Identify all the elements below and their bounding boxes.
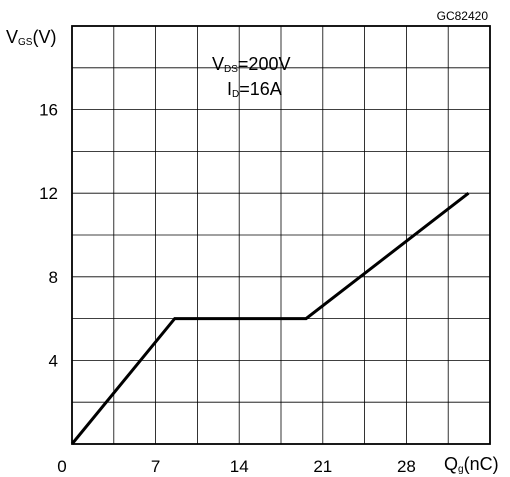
x-tick-label: 14 xyxy=(230,457,249,476)
y-tick-label: 12 xyxy=(39,184,58,203)
vgs-curve xyxy=(70,192,470,445)
y-tick-label: 8 xyxy=(49,268,58,287)
x-tick-label: 28 xyxy=(397,457,416,476)
y-tick-label: 4 xyxy=(49,351,58,370)
plot-frame xyxy=(71,25,491,445)
y-tick-label: 16 xyxy=(39,101,58,120)
chart-code: GC82420 xyxy=(437,9,489,23)
series-group xyxy=(70,192,470,445)
x-tick-label: 0 xyxy=(57,457,66,476)
annotation-vds: VDS=200V xyxy=(212,54,290,75)
x-axis-ticks: 0 7 14 21 28 xyxy=(57,457,416,476)
x-tick-label: 21 xyxy=(313,457,332,476)
x-tick-label: 7 xyxy=(151,457,160,476)
x-axis-title: Qg(nC) xyxy=(444,454,499,475)
annotation-id: ID=16A xyxy=(227,79,282,100)
y-axis-title: VGS(V) xyxy=(6,27,56,48)
y-axis-ticks: 4 8 12 16 xyxy=(39,101,58,371)
